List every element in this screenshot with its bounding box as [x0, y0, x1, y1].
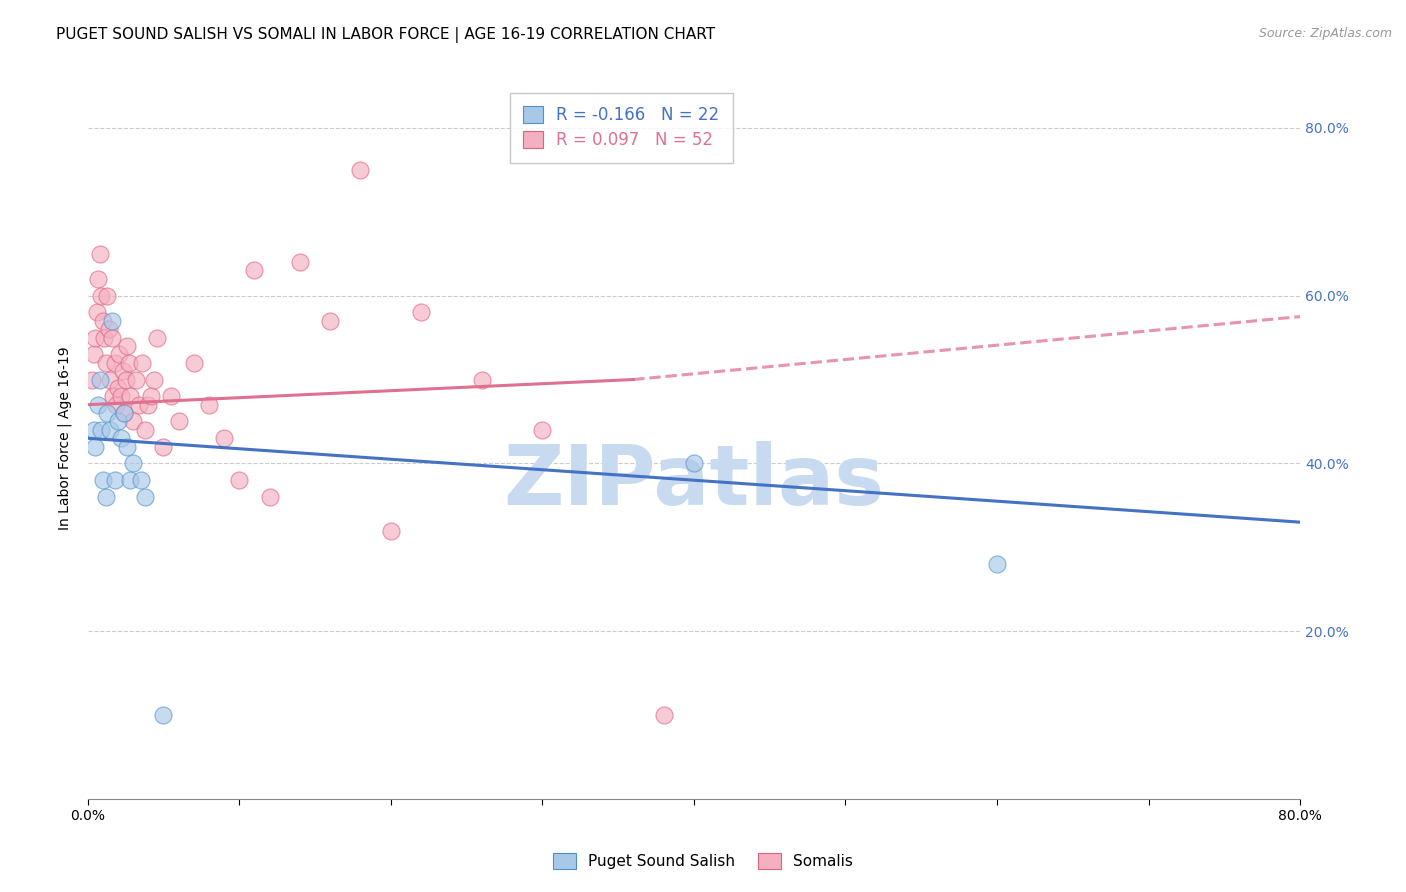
- Point: [89, 372, 111, 386]
- Point: [93, 330, 115, 344]
- Point: [91, 473, 114, 487]
- Point: [120, 389, 142, 403]
- Point: [84, 330, 107, 344]
- Point: [409, 305, 432, 319]
- Point: [120, 473, 142, 487]
- Point: [134, 490, 156, 504]
- Point: [104, 356, 127, 370]
- Point: [141, 389, 163, 403]
- Point: [986, 557, 1008, 571]
- Y-axis label: In Labor Force | Age 16-19: In Labor Force | Age 16-19: [58, 346, 72, 530]
- Point: [90, 423, 112, 437]
- Point: [94, 356, 117, 370]
- Point: [349, 162, 371, 177]
- Point: [115, 339, 138, 353]
- Point: [131, 356, 153, 370]
- Point: [90, 288, 112, 302]
- Point: [87, 272, 110, 286]
- Legend: Puget Sound Salish, Somalis: Puget Sound Salish, Somalis: [547, 847, 859, 875]
- Point: [110, 431, 132, 445]
- Point: [100, 423, 122, 437]
- Point: [111, 364, 134, 378]
- Point: [143, 372, 166, 386]
- Point: [115, 440, 138, 454]
- Point: [380, 524, 402, 538]
- Point: [319, 314, 342, 328]
- Point: [134, 423, 156, 437]
- Point: [160, 389, 183, 403]
- Point: [83, 347, 105, 361]
- Point: [228, 473, 250, 487]
- Point: [183, 356, 205, 370]
- Point: [152, 440, 174, 454]
- Point: [83, 423, 105, 437]
- Point: [96, 288, 118, 302]
- Point: [152, 708, 174, 723]
- Text: ZIPatlas: ZIPatlas: [503, 441, 884, 522]
- Point: [104, 473, 127, 487]
- Point: [128, 398, 150, 412]
- Point: [288, 255, 311, 269]
- Point: [146, 330, 169, 344]
- Point: [114, 372, 136, 386]
- Point: [94, 490, 117, 504]
- Text: PUGET SOUND SALISH VS SOMALI IN LABOR FORCE | AGE 16-19 CORRELATION CHART: PUGET SOUND SALISH VS SOMALI IN LABOR FO…: [56, 27, 716, 43]
- Point: [105, 398, 128, 412]
- Point: [531, 423, 554, 437]
- Point: [82, 372, 104, 386]
- Point: [84, 440, 107, 454]
- Point: [107, 381, 129, 395]
- Point: [103, 389, 125, 403]
- Point: [471, 372, 494, 386]
- Point: [125, 372, 148, 386]
- Point: [652, 708, 675, 723]
- Point: [167, 414, 190, 428]
- Point: [198, 398, 221, 412]
- Point: [89, 246, 111, 260]
- Point: [110, 389, 132, 403]
- Point: [112, 406, 135, 420]
- Point: [212, 431, 235, 445]
- Point: [101, 330, 124, 344]
- Point: [129, 473, 152, 487]
- Point: [100, 372, 122, 386]
- Point: [107, 414, 129, 428]
- Point: [101, 314, 124, 328]
- Point: [91, 314, 114, 328]
- Point: [122, 457, 145, 471]
- Point: [243, 263, 266, 277]
- Point: [122, 414, 145, 428]
- Point: [108, 347, 131, 361]
- Point: [136, 398, 159, 412]
- Point: [86, 305, 108, 319]
- Text: Source: ZipAtlas.com: Source: ZipAtlas.com: [1258, 27, 1392, 40]
- Point: [96, 406, 118, 420]
- Legend: R = -0.166   N = 22, R = 0.097   N = 52: R = -0.166 N = 22, R = 0.097 N = 52: [509, 93, 733, 162]
- Point: [117, 356, 139, 370]
- Point: [112, 406, 135, 420]
- Point: [97, 322, 120, 336]
- Point: [683, 457, 706, 471]
- Point: [87, 398, 110, 412]
- Point: [259, 490, 281, 504]
